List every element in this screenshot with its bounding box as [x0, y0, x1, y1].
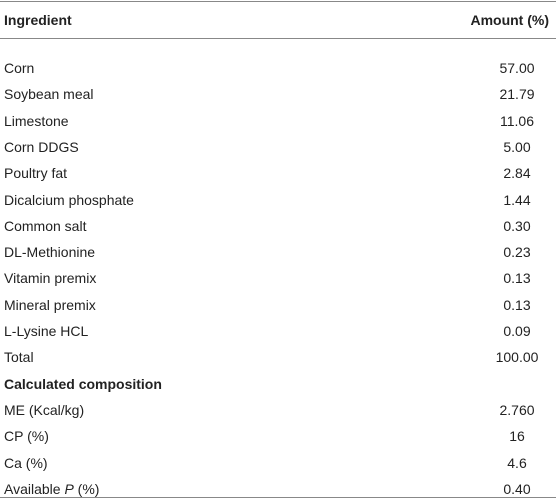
label-part: CP (%) — [4, 428, 49, 445]
amount: 0.23 — [503, 244, 531, 261]
composition-value: 4.6 — [507, 454, 527, 471]
amount: 0.13 — [503, 296, 531, 313]
ingredient: Mineral premix — [4, 296, 96, 313]
header-cell: Amount (%) — [470, 12, 549, 28]
ingredient: Total — [4, 349, 34, 366]
amount: 21.79 — [499, 86, 535, 103]
bottom-rule — [0, 497, 556, 498]
ingredient: Corn DDGS — [4, 138, 79, 155]
composition-value: 0.40 — [503, 480, 531, 497]
amount: 0.09 — [503, 323, 531, 339]
ingredient: Common salt — [4, 217, 87, 234]
ingredient: Limestone — [4, 112, 69, 129]
composition-value: 2.760 — [499, 401, 535, 418]
ingredient: Soybean meal — [4, 86, 94, 103]
label-part: Available — [4, 480, 65, 497]
ingredient: Dicalcium phosphate — [4, 191, 134, 208]
composition-value: 16 — [509, 428, 525, 445]
label-part: ME (Kcal/kg) — [4, 401, 85, 418]
header-cell: Ingredient — [4, 12, 72, 28]
amount: 100.00 — [495, 349, 539, 366]
top-rule — [0, 1, 556, 2]
label-part: Ca (%) — [4, 454, 48, 471]
amount: 2.84 — [503, 165, 531, 182]
amount: 0.30 — [503, 217, 531, 234]
ingredient: Corn — [4, 60, 35, 76]
ingredient: Vitamin premix — [4, 270, 97, 287]
amount: 11.06 — [500, 112, 534, 129]
amount: 5.00 — [503, 138, 531, 155]
composition-label: Available P (%) — [4, 480, 99, 498]
composition-label: CP (%) — [4, 427, 49, 445]
label-part: (%) — [73, 480, 100, 497]
label-part: P — [64, 480, 74, 497]
header-rule — [0, 38, 556, 39]
amount: 1.44 — [503, 191, 531, 208]
ingredient: Poultry fat — [4, 165, 68, 182]
section-title: Calculated composition — [4, 375, 162, 392]
composition-label: ME (Kcal/kg) — [4, 401, 84, 419]
amount: 57.00 — [499, 60, 535, 76]
composition-label: Ca (%) — [4, 454, 48, 472]
amount: 0.13 — [503, 270, 531, 287]
ingredient: DL-Methionine — [4, 244, 96, 261]
ingredient: L-Lysine HCL — [4, 323, 89, 339]
